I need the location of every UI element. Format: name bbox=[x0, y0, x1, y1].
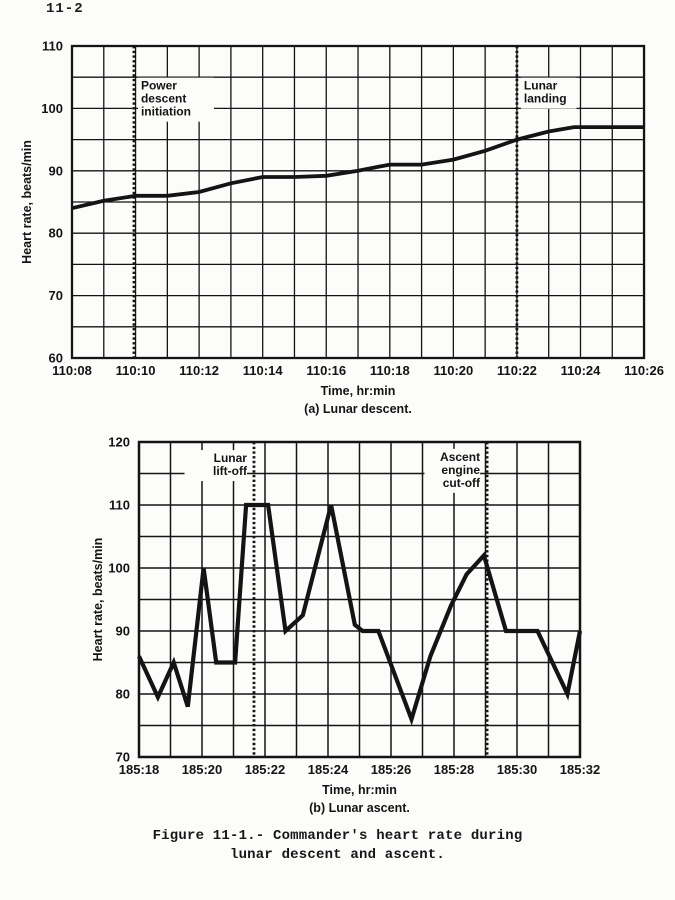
event-label: Ascent bbox=[440, 450, 480, 464]
y-tick-label: 80 bbox=[116, 687, 130, 702]
x-tick-label: 185:30 bbox=[497, 762, 537, 777]
sub-caption: (a) Lunar descent. bbox=[304, 402, 412, 416]
x-tick-label: 185:24 bbox=[308, 762, 349, 777]
x-tick-label: 110:16 bbox=[306, 363, 346, 378]
x-tick-label: 185:18 bbox=[119, 762, 159, 777]
y-axis-title: Heart rate, beats/min bbox=[91, 538, 105, 662]
plot-frame bbox=[137, 440, 582, 759]
x-tick-label: 185:32 bbox=[560, 762, 600, 777]
x-axis-title: Time, hr:min bbox=[321, 384, 396, 398]
event-label: Lunar bbox=[524, 79, 558, 93]
figure-caption-line-2: lunar descent and ascent. bbox=[229, 847, 446, 863]
x-tick-label: 110:08 bbox=[52, 363, 92, 378]
y-axis-title: Heart rate, beats/min bbox=[20, 140, 34, 264]
y-tick-label: 70 bbox=[49, 288, 63, 303]
y-tick-label: 100 bbox=[41, 101, 63, 116]
event-label-patch bbox=[184, 450, 247, 482]
event-label: lift-off bbox=[213, 464, 248, 478]
x-tick-label: 110:22 bbox=[497, 363, 537, 378]
figure-caption: Figure 11-1.- Commander's heart rate dur… bbox=[0, 827, 675, 865]
x-tick-label: 110:10 bbox=[116, 363, 156, 378]
x-tick-label: 185:20 bbox=[182, 762, 222, 777]
x-tick-label: 185:28 bbox=[434, 762, 474, 777]
y-tick-label: 90 bbox=[116, 624, 130, 639]
event-label-patch bbox=[424, 448, 481, 493]
x-tick-label: 185:22 bbox=[245, 762, 285, 777]
y-tick-label: 80 bbox=[49, 226, 63, 241]
y-tick-label: 90 bbox=[49, 163, 63, 178]
figure-caption-line-1: Figure 11-1.- Commander's heart rate dur… bbox=[152, 828, 523, 844]
x-tick-label: 110:18 bbox=[370, 363, 410, 378]
y-tick-label: 120 bbox=[108, 435, 130, 450]
page-number: 11-2 bbox=[46, 1, 84, 17]
event-label: descent bbox=[141, 92, 186, 106]
y-tick-label: 100 bbox=[108, 561, 130, 576]
y-tick-label: 70 bbox=[116, 750, 130, 765]
x-tick-label: 110:26 bbox=[624, 363, 664, 378]
x-axis-title: Time, hr:min bbox=[322, 783, 397, 797]
plot-frame bbox=[70, 44, 646, 360]
y-tick-label: 110 bbox=[109, 498, 130, 513]
event-label: Power bbox=[141, 79, 177, 93]
event-label: Lunar bbox=[214, 451, 248, 465]
x-tick-label: 110:12 bbox=[179, 363, 219, 378]
x-tick-label: 110:20 bbox=[433, 363, 473, 378]
y-tick-label: 60 bbox=[49, 351, 63, 366]
x-tick-label: 185:26 bbox=[371, 762, 411, 777]
event-label: cut-off bbox=[443, 476, 481, 490]
event-label: initiation bbox=[141, 105, 191, 119]
commander-heart-rate-line bbox=[137, 502, 583, 726]
event-label: landing bbox=[524, 92, 567, 106]
x-tick-label: 110:24 bbox=[561, 363, 602, 378]
commander-heart-rate-line bbox=[71, 125, 644, 211]
sub-caption: (b) Lunar ascent. bbox=[309, 801, 410, 815]
event-label: engine bbox=[441, 463, 480, 477]
event-label-patch bbox=[520, 77, 577, 109]
x-tick-label: 110:14 bbox=[243, 363, 284, 378]
y-tick-label: 110 bbox=[42, 39, 63, 54]
event-label-patch bbox=[137, 77, 214, 122]
grid bbox=[138, 441, 581, 758]
